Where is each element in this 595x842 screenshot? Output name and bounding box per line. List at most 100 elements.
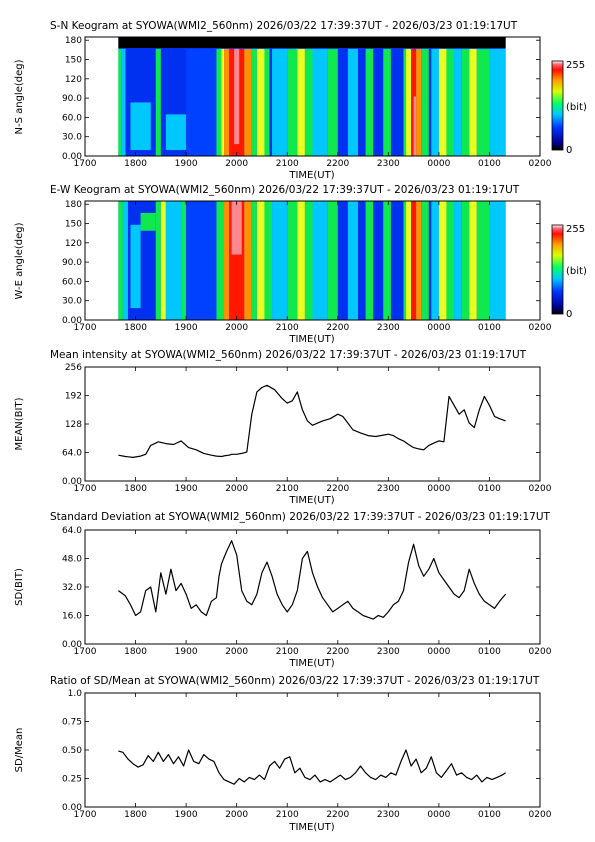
keogram-band	[304, 48, 313, 156]
x-tick-label: 2000	[225, 484, 248, 494]
sn-keogram-image	[118, 37, 506, 156]
y-tick-label: 120	[65, 239, 82, 249]
keogram-band	[155, 201, 161, 320]
series-line	[118, 384, 506, 458]
ew-keogram-ylabel: W-E angle(deg)	[14, 222, 25, 299]
y-tick-label: 180	[65, 200, 82, 210]
keogram-band	[224, 201, 230, 320]
y-tick-label: 48.0	[62, 555, 82, 565]
x-tick-label: 2200	[326, 647, 349, 657]
keogram-band	[186, 201, 217, 320]
keogram-band	[383, 48, 391, 156]
keogram-band	[216, 201, 225, 320]
x-tick-label: 2300	[377, 323, 400, 333]
sn-keogram-frame	[84, 36, 541, 157]
y-tick-label: 0.25	[62, 775, 82, 785]
keogram-band	[264, 48, 270, 156]
y-tick-label: 16.0	[62, 612, 82, 622]
x-tick-label: 0000	[427, 647, 450, 657]
x-tick-label: 1800	[124, 484, 147, 494]
keogram-band	[122, 201, 128, 320]
keogram-band	[406, 48, 412, 156]
x-tick-label: 2000	[225, 810, 248, 820]
keogram-band	[446, 48, 455, 156]
mean-x-ticks: 1700 1800 1900 2000 2100 2200 2300 0000 0100 0200	[74, 367, 552, 494]
y-tick-label: 60.0	[62, 277, 82, 287]
y-tick-label: 90.0	[62, 94, 82, 104]
y-tick-label: 120	[65, 75, 82, 85]
x-tick-label: 2300	[377, 484, 400, 494]
keogram-band	[411, 201, 417, 320]
keogram-band	[403, 201, 407, 320]
keogram-band	[216, 48, 222, 156]
ew-colorbar-max: 255	[566, 224, 585, 235]
keogram-band	[155, 48, 161, 156]
ew-keogram-image	[118, 201, 506, 320]
keogram-band	[272, 201, 288, 320]
keogram-band	[297, 48, 305, 156]
x-tick-label: 2000	[225, 323, 248, 333]
x-tick-label: 2100	[276, 810, 299, 820]
x-tick-label: 2300	[377, 647, 400, 657]
sd-title: Standard Deviation at SYOWA(WMI2_560nm) …	[50, 511, 551, 523]
keogram-band	[347, 201, 358, 320]
sn-keogram-ylabel: N-S angle(deg)	[14, 59, 25, 134]
y-tick-label: 1.0	[68, 689, 83, 699]
keogram-band	[421, 48, 429, 156]
sn-colorbar-unit: (bit)	[566, 102, 587, 113]
x-tick-label: 0200	[529, 810, 552, 820]
keogram-band	[461, 48, 470, 156]
mean-series	[118, 384, 506, 458]
x-tick-label: 1800	[124, 323, 147, 333]
keogram-band	[312, 201, 328, 320]
x-tick-label: 2300	[377, 810, 400, 820]
x-tick-label: 1700	[74, 159, 97, 169]
keogram-band	[160, 201, 166, 320]
keogram-mask	[118, 37, 506, 48]
keogram-band	[165, 114, 187, 151]
mean-frame	[84, 366, 541, 482]
x-tick-label: 1700	[74, 810, 97, 820]
series-line	[118, 540, 507, 620]
x-tick-label: 2300	[377, 159, 400, 169]
x-tick-label: 0200	[529, 647, 552, 657]
ratio-x-ticks: 1700 1800 1900 2000 2100 2200 2300 0000 0100 0200	[74, 693, 552, 820]
mean-y-ticks: 0.00 64.0 128 192 256	[62, 363, 540, 487]
x-tick-label: 2100	[276, 647, 299, 657]
ratio-frame	[84, 692, 541, 808]
y-tick-label: 256	[65, 363, 82, 373]
x-tick-label: 2200	[326, 810, 349, 820]
x-tick-label: 0000	[427, 323, 450, 333]
keogram-band	[251, 48, 257, 156]
ew-keogram-x-ticks: 1700 1800 1900 2000 2100 2200 2300 0000 0100 0200	[74, 201, 552, 333]
x-tick-label: 1700	[74, 484, 97, 494]
panel-mean-intensity: Mean intensity at SYOWA(WMI2_560nm) 2026…	[14, 349, 552, 506]
x-tick-label: 1800	[124, 810, 147, 820]
sn-colorbar-min: 0	[566, 145, 572, 156]
keogram-band	[130, 224, 141, 309]
keogram-band	[454, 201, 462, 320]
keogram-band	[421, 201, 429, 320]
y-tick-label: 32.0	[62, 583, 82, 593]
y-tick-label: 30.0	[62, 133, 82, 143]
sd-y-ticks: 0.00 16.0 32.0 48.0 64.0	[62, 526, 540, 650]
mean-ylabel: MEAN(BIT)	[14, 397, 25, 450]
y-tick-label: 192	[65, 392, 82, 402]
series-line	[118, 749, 506, 785]
sn-keogram-x-ticks: 1700 1800 1900 2000 2100 2200 2300 0000 0100 0200	[74, 37, 552, 169]
ew-colorbar	[551, 224, 564, 315]
keogram-band	[365, 48, 374, 156]
y-tick-label: 180	[65, 36, 82, 46]
y-tick-label: 0.00	[62, 152, 82, 162]
keogram-band	[446, 201, 455, 320]
y-tick-label: 64.0	[62, 526, 82, 536]
x-tick-label: 2200	[326, 323, 349, 333]
y-tick-label: 0.00	[62, 316, 82, 326]
x-tick-label: 0100	[478, 159, 501, 169]
keogram-band	[327, 48, 338, 156]
mean-title: Mean intensity at SYOWA(WMI2_560nm) 2026…	[50, 349, 527, 361]
x-tick-label: 0100	[478, 323, 501, 333]
keogram-band	[244, 48, 252, 156]
sd-x-ticks: 1700 1800 1900 2000 2100 2200 2300 0000 0100 0200	[74, 530, 552, 657]
ew-keogram-y-ticks: 0.00 30.0 60.0 90.0 120 150 180	[62, 200, 540, 326]
